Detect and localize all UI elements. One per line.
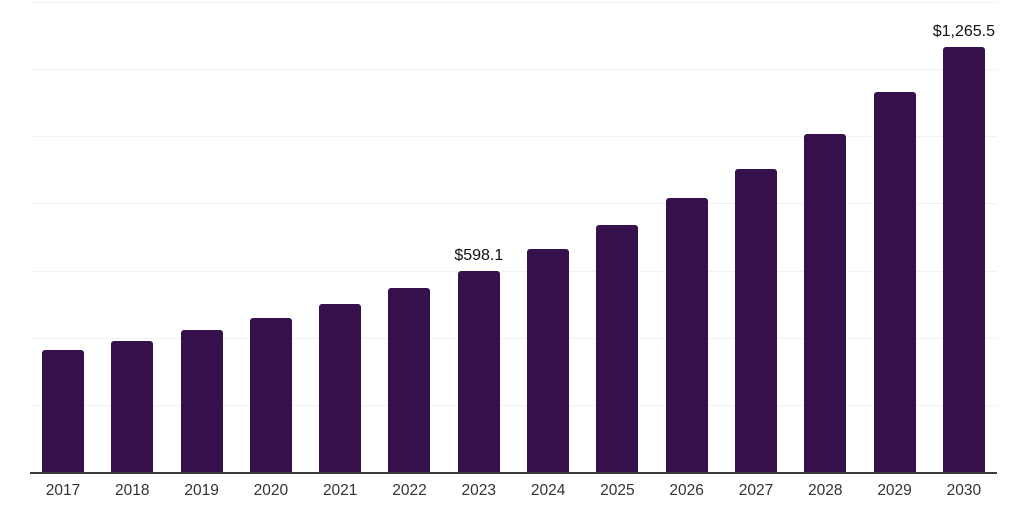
- gridline-1200: [30, 69, 997, 71]
- bar-2018: [111, 340, 154, 472]
- x-axis-labels: 2017 2018 2019 2020 2021 2022 2023 2024 2025 2026…: [30, 482, 997, 500]
- x-tick-2028: 2028: [808, 482, 843, 499]
- x-tick-2030: 2030: [946, 482, 982, 499]
- bar-2023: [457, 271, 500, 472]
- bar-2026: [665, 198, 708, 472]
- bar-2030: [942, 47, 985, 472]
- bar-slot-2027: [734, 168, 777, 472]
- bar-2028: [804, 133, 847, 472]
- x-tick-2029: 2029: [877, 482, 912, 499]
- x-tick-2018: 2018: [115, 482, 150, 499]
- bar-slot-2023: $598.1: [454, 248, 503, 472]
- bar-slot-2028: [804, 133, 847, 472]
- x-tick-2022: 2022: [392, 482, 427, 499]
- gridline-400: [30, 337, 997, 339]
- bar-2020: [249, 318, 292, 472]
- x-tick-2017: 2017: [45, 482, 81, 499]
- bar-slot-2030: $1,265.5: [933, 24, 995, 472]
- bar-slot-2020: [249, 318, 292, 472]
- bar-2022: [388, 288, 431, 472]
- bar-2025: [596, 225, 639, 472]
- bar-2017: [42, 350, 84, 472]
- bar-slot-2017: [42, 350, 84, 472]
- gridline-1000: [30, 136, 997, 138]
- bar-slot-2022: [388, 288, 431, 472]
- x-tick-2021: 2021: [322, 482, 358, 499]
- gridline-600: [30, 270, 997, 272]
- bar-slot-2025: [596, 225, 639, 472]
- x-tick-2023: 2023: [461, 482, 497, 499]
- gridline-200: [30, 404, 997, 406]
- data-label-2030: $1,265.5: [932, 23, 995, 41]
- plot-area: $598.1 $1,265.5: [30, 2, 997, 474]
- bar-slot-2024: [527, 249, 570, 472]
- bar-slot-2026: [665, 198, 708, 472]
- bar-2024: [527, 249, 570, 472]
- data-label-2023: $598.1: [454, 247, 504, 265]
- bar-slot-2019: [180, 330, 223, 472]
- bar-2029: [873, 92, 916, 472]
- x-tick-2019: 2019: [184, 482, 219, 499]
- bar-slot-2018: [111, 340, 154, 472]
- gridline-800: [30, 203, 997, 205]
- x-tick-2024: 2024: [530, 482, 566, 499]
- x-tick-2020: 2020: [253, 482, 289, 499]
- bar-slot-2021: [319, 303, 362, 472]
- bar-slot-2029: [873, 92, 916, 472]
- bar-2027: [734, 168, 777, 472]
- x-tick-2025: 2025: [600, 482, 635, 499]
- bar-2021: [319, 303, 362, 472]
- gridline-1400: [30, 2, 997, 3]
- bar-2019: [180, 330, 223, 472]
- x-tick-2026: 2026: [669, 482, 704, 499]
- x-tick-2027: 2027: [738, 482, 774, 499]
- bars-row: $598.1 $1,265.5: [30, 2, 997, 472]
